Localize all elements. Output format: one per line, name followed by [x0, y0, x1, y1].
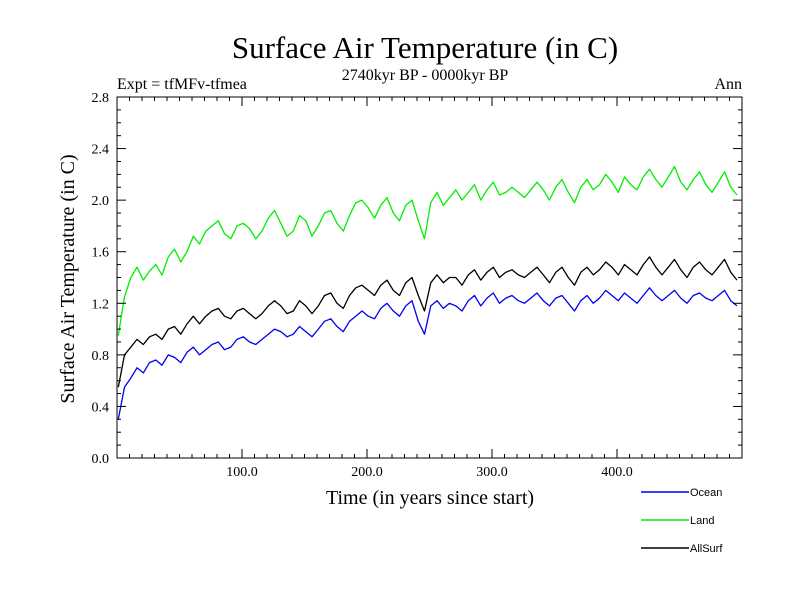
series-line-allsurf	[117, 256, 738, 388]
experiment-label: Expt = tfMFv-tfmea	[117, 76, 247, 93]
x-axis-label: Time (in years since start)	[326, 487, 534, 509]
y-tick-label: 2.0	[92, 194, 110, 209]
y-tick-label: 1.2	[92, 297, 110, 312]
y-tick-label: 0.8	[92, 349, 110, 364]
y-axis-label: Surface Air Temperature (in C)	[57, 154, 79, 403]
x-tick-label: 300.0	[476, 465, 508, 480]
chart-subtitle: 2740kyr BP - 0000kyr BP	[342, 67, 509, 84]
y-tick-label: 2.4	[92, 143, 110, 158]
x-tick-label: 400.0	[601, 465, 633, 480]
legend-label-allsurf: AllSurf	[690, 543, 723, 555]
legend-label-land: Land	[690, 515, 714, 527]
x-tick-label: 200.0	[351, 465, 383, 480]
chart-title: Surface Air Temperature (in C)	[232, 30, 618, 65]
y-tick-label: 2.8	[92, 91, 110, 106]
y-tick-label: 0.4	[92, 400, 110, 415]
y-tick-label: 0.0	[92, 452, 110, 467]
y-tick-label: 1.6	[92, 246, 110, 261]
legend: Ocean Land AllSurf	[641, 487, 723, 555]
axis-layer: 100.0 200.0 300.0 400.0 0.0 0.4 0.8 1.2 1.6 2.0 2.…	[92, 91, 743, 480]
season-label: Ann	[714, 76, 742, 93]
x-tick-label: 100.0	[226, 465, 258, 480]
plot-frame	[116, 96, 743, 459]
legend-label-ocean: Ocean	[690, 487, 722, 499]
series-line-ocean	[117, 287, 738, 420]
series-layer	[117, 165, 738, 420]
series-line-land	[117, 165, 738, 336]
